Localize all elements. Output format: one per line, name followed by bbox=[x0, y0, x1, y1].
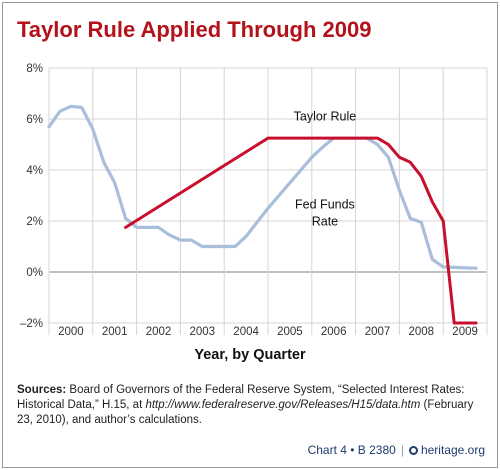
fed-funds-rate-line bbox=[47, 104, 478, 270]
y-tick-label: 2% bbox=[26, 216, 43, 228]
chart-reference: Chart 4 • B 2380 bbox=[307, 443, 396, 457]
axes: –2% 0% 2% 4% 6% 8% 2000 2001 2002 2003 2004 2005 200… bbox=[20, 63, 478, 338]
fed-funds-rate-label: Fed Funds Rate bbox=[295, 197, 355, 228]
taylor-rule-label: Taylor Rule bbox=[294, 109, 357, 123]
y-tick-label: –2% bbox=[20, 318, 43, 330]
sources-url[interactable]: http://www.federalreserve.gov/Releases/H… bbox=[145, 399, 421, 411]
series-labels: Fed Funds Rate Taylor Rule bbox=[294, 109, 357, 228]
gridlines bbox=[48, 67, 488, 335]
x-tick-label: 2005 bbox=[277, 326, 303, 338]
x-axis-label: Year, by Quarter bbox=[194, 347, 306, 363]
heritage-logo-icon bbox=[408, 446, 418, 455]
sources-note: Sources: Board of Governors of the Feder… bbox=[17, 383, 487, 428]
x-tick-label: 2001 bbox=[102, 326, 128, 338]
site-name[interactable]: heritage.org bbox=[420, 443, 485, 457]
x-tick-label: 2002 bbox=[146, 326, 172, 338]
x-tick-label: 2000 bbox=[58, 326, 84, 338]
y-tick-label: 6% bbox=[26, 114, 43, 126]
x-tick-label: 2006 bbox=[321, 326, 347, 338]
fed-funds-rate-label-line: Fed Funds bbox=[295, 197, 355, 211]
footer-credit: Chart 4 • B 2380 | heritage.org bbox=[308, 443, 485, 457]
fed-funds-rate-label-line: Rate bbox=[312, 214, 338, 228]
series-lines bbox=[47, 104, 478, 325]
y-tick-label: 8% bbox=[26, 63, 43, 75]
sources-text: Board of Governors of the Federal Reserv… bbox=[17, 384, 465, 411]
footer-separator: | bbox=[400, 443, 404, 457]
y-tick-label: 4% bbox=[26, 165, 43, 177]
sources-label: Sources: bbox=[17, 384, 67, 396]
taylor-rule-line bbox=[124, 136, 478, 325]
x-tick-label: 2004 bbox=[233, 326, 259, 338]
y-tick-label: 0% bbox=[26, 267, 43, 279]
x-tick-label: 2009 bbox=[452, 326, 478, 338]
chart-title: Taylor Rule Applied Through 2009 bbox=[17, 17, 372, 42]
x-tick-label: 2008 bbox=[409, 326, 435, 338]
line-chart: –2% 0% 2% 4% 6% 8% 2000 2001 2002 2003 2004 2005 200… bbox=[20, 63, 488, 338]
taylor-rule-label-line: Taylor Rule bbox=[294, 109, 357, 123]
sources-text-end: (February 23, 2010), and author’s calcul… bbox=[17, 399, 474, 426]
x-tick-label: 2007 bbox=[365, 326, 391, 338]
x-tick-label: 2003 bbox=[190, 326, 216, 338]
